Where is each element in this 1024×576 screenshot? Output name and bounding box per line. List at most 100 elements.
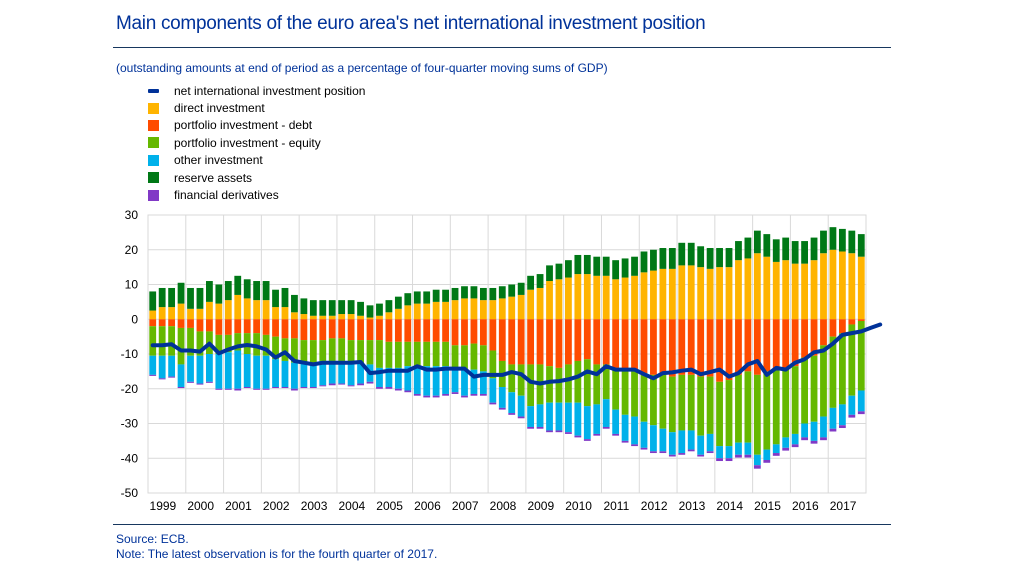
bar-derivatives [215, 388, 223, 390]
bar-derivatives [309, 387, 317, 389]
bar-derivatives [706, 451, 714, 454]
bar-direct [574, 274, 582, 320]
bar-equity [716, 381, 723, 447]
bar-other [621, 414, 629, 441]
bar-reserve [517, 282, 525, 295]
bar-direct [394, 308, 402, 320]
bar-debt [640, 319, 648, 374]
bar-reserve [385, 300, 393, 313]
bar-reserve [602, 256, 610, 276]
bar-other [479, 371, 487, 394]
bar-equity [376, 340, 383, 368]
bar-direct [517, 294, 525, 320]
legend-item-direct: direct investment [148, 99, 365, 116]
bar-debt [149, 319, 157, 327]
bar-direct [697, 267, 705, 320]
bar-reserve [319, 300, 327, 316]
bar-derivatives [574, 435, 582, 438]
bar-direct [716, 267, 723, 320]
bar-reserve [668, 248, 676, 269]
bar-debt [527, 319, 535, 365]
x-tick-label: 1999 [150, 499, 177, 513]
bar-other [772, 444, 780, 454]
bar-other [527, 406, 535, 427]
bar-reserve [234, 275, 242, 295]
bar-reserve [848, 230, 856, 254]
x-tick-label: 2010 [565, 499, 592, 513]
bar-reserve [215, 284, 223, 304]
legend-swatch-reserve [148, 172, 159, 184]
bar-other [697, 435, 705, 455]
bar-equity [347, 340, 355, 363]
bar-equity [470, 343, 478, 370]
bar-direct [631, 275, 638, 320]
bar-derivatives [328, 383, 336, 386]
legend-item-other: other investment [148, 152, 365, 169]
bar-debt [272, 319, 279, 337]
bar-debt [224, 319, 232, 335]
bar-direct [224, 300, 232, 320]
bar-other [451, 367, 459, 393]
bar-derivatives [357, 383, 364, 386]
bar-direct [498, 298, 506, 320]
bar-debt [357, 319, 364, 341]
bar-other [206, 354, 213, 382]
bar-reserve [687, 242, 695, 266]
bar-reserve [753, 230, 761, 254]
bar-other [291, 362, 298, 389]
bar-reserve [470, 286, 478, 299]
bar-debt [309, 319, 317, 341]
bar-reserve [829, 227, 837, 250]
bar-direct [706, 268, 714, 320]
bar-reserve [281, 287, 289, 308]
bar-other [413, 366, 421, 394]
bar-derivatives [451, 392, 459, 394]
legend-label: portfolio investment - debt [174, 118, 313, 133]
bar-debt [206, 319, 213, 332]
bar-derivatives [187, 381, 194, 383]
bar-equity [791, 366, 799, 434]
y-tick-label: 20 [125, 243, 139, 257]
bar-debt [442, 319, 449, 342]
bar-debt [536, 319, 544, 365]
bar-debt [820, 319, 827, 346]
legend-item-derivatives: financial derivatives [148, 186, 365, 203]
bar-reserve [451, 287, 459, 301]
bar-equity [697, 376, 705, 436]
bar-other [791, 433, 799, 445]
bar-other [574, 402, 582, 436]
bar-reserve [725, 248, 733, 268]
bar-direct [347, 314, 355, 320]
bar-direct [508, 296, 516, 320]
bar-other [725, 446, 733, 459]
bar-direct [536, 287, 544, 320]
bar-reserve [612, 260, 620, 280]
legend-swatch-other [148, 154, 159, 166]
bar-other [753, 454, 761, 466]
bar-reserve [177, 282, 185, 304]
bar-equity [319, 340, 327, 361]
bar-direct [168, 307, 176, 320]
bar-equity [461, 345, 468, 370]
bar-other [546, 402, 553, 431]
bar-other [394, 367, 402, 389]
legend-swatch-niip [148, 88, 159, 93]
y-tick-label: -30 [121, 417, 139, 431]
bar-debt [857, 319, 865, 321]
bar-debt [574, 319, 582, 361]
bar-derivatives [177, 387, 185, 389]
bar-other [262, 355, 270, 389]
bar-debt [187, 319, 194, 328]
bar-reserve [423, 291, 431, 304]
bar-derivatives [300, 387, 308, 389]
bar-equity [820, 345, 827, 417]
bar-derivatives [697, 454, 705, 457]
bar-equity [300, 340, 308, 363]
bar-direct [300, 314, 308, 320]
bar-other [810, 421, 818, 441]
bar-other [555, 402, 563, 431]
bar-derivatives [546, 430, 553, 433]
bar-reserve [536, 274, 544, 288]
bar-direct [791, 263, 799, 320]
bar-other [272, 359, 279, 388]
